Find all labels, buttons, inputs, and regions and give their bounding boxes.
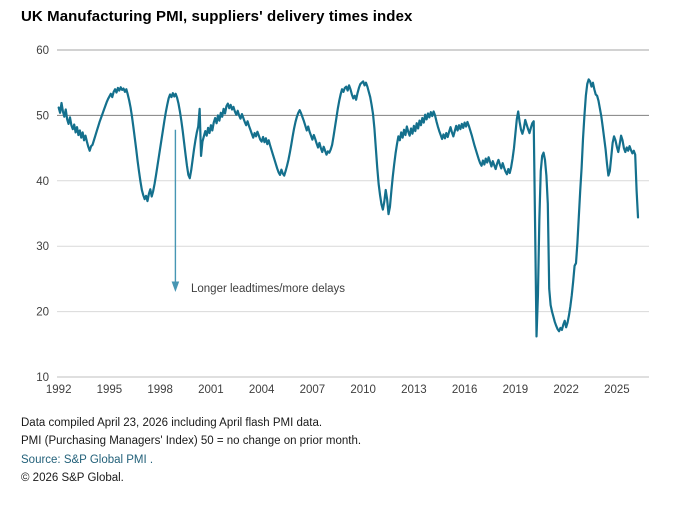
annotation-arrowhead-icon (171, 281, 180, 292)
x-tick-label-2013: 2013 (401, 384, 427, 396)
x-tick-label-2025: 2025 (604, 384, 630, 396)
y-tick-label-20: 20 (36, 307, 49, 319)
footnote-copyright: © 2026 S&P Global. (21, 472, 124, 485)
x-tick-label-2019: 2019 (503, 384, 529, 396)
annotation-longer-leadtimes-label: Longer leadtimes/more delays (191, 283, 346, 295)
footnote-source: Source: S&P Global PMI . (21, 453, 154, 466)
footnote-data-compiled: Data compiled April 23, 2026 including A… (21, 417, 323, 429)
footnote-pmi-definition: PMI (Purchasing Managers' Index) 50 = no… (21, 435, 362, 448)
y-tick-label-40: 40 (36, 176, 49, 188)
y-tick-label-50: 50 (36, 110, 49, 122)
x-tick-label-2001: 2001 (198, 384, 224, 396)
series-line-delivery-times (57, 78, 640, 338)
y-tick-label-60: 60 (36, 45, 49, 57)
x-tick-label-2016: 2016 (452, 384, 478, 396)
y-tick-label-10: 10 (36, 372, 49, 384)
y-tick-label-30: 30 (36, 241, 49, 253)
x-tick-label-2022: 2022 (553, 384, 579, 396)
x-tick-label-1995: 1995 (97, 384, 123, 396)
x-tick-label-2010: 2010 (350, 384, 376, 396)
x-tick-label-1992: 1992 (46, 384, 72, 396)
x-tick-label-1998: 1998 (147, 384, 173, 396)
chart-title: UK Manufacturing PMI, suppliers' deliver… (21, 8, 413, 25)
x-tick-label-2004: 2004 (249, 384, 275, 396)
x-tick-label-2007: 2007 (300, 384, 326, 396)
chart-footnotes: Data compiled April 23, 2026 including A… (21, 414, 361, 488)
